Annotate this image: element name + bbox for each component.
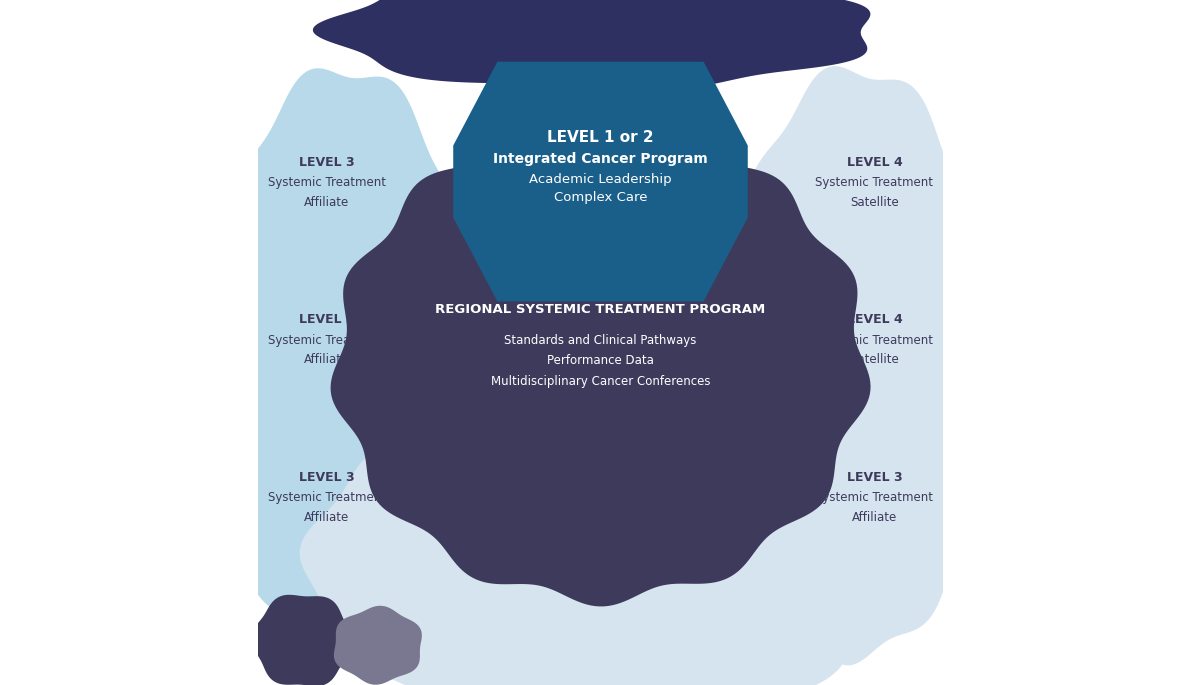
- Text: Multidisciplinary Cancer Conferences: Multidisciplinary Cancer Conferences: [491, 375, 710, 388]
- Polygon shape: [312, 0, 871, 91]
- Text: Satellite: Satellite: [850, 353, 898, 366]
- Text: REGIONAL SYSTEMIC TREATMENT PROGRAM: REGIONAL SYSTEMIC TREATMENT PROGRAM: [436, 303, 765, 316]
- Text: Academic Leadership: Academic Leadership: [530, 173, 671, 186]
- Text: Affiliate: Affiliate: [304, 511, 349, 523]
- Polygon shape: [330, 125, 871, 606]
- Text: Satellite: Satellite: [655, 569, 704, 582]
- Text: LEVEL 3: LEVEL 3: [299, 471, 354, 484]
- Text: LEVEL 3: LEVEL 3: [299, 156, 354, 169]
- Polygon shape: [723, 66, 988, 665]
- Text: Affiliate: Affiliate: [304, 196, 349, 208]
- Text: LEVEL 4: LEVEL 4: [494, 530, 550, 542]
- Text: LEVEL 3: LEVEL 3: [847, 471, 902, 484]
- Polygon shape: [210, 68, 476, 666]
- Polygon shape: [453, 62, 748, 301]
- Text: Systemic Treatment: Systemic Treatment: [268, 334, 386, 347]
- Text: Systemic Treatment: Systemic Treatment: [815, 334, 933, 347]
- Text: LEVEL 3: LEVEL 3: [299, 314, 354, 326]
- Text: Systemic Treatment: Systemic Treatment: [268, 492, 386, 504]
- Polygon shape: [299, 396, 901, 685]
- Text: Satellite: Satellite: [497, 569, 546, 582]
- Text: Affiliate: Affiliate: [304, 353, 349, 366]
- Text: Standards and Clinical Pathways: Standards and Clinical Pathways: [504, 334, 697, 347]
- Text: Integrated Cancer Program: Integrated Cancer Program: [494, 152, 707, 166]
- Polygon shape: [251, 595, 354, 685]
- Polygon shape: [334, 606, 422, 685]
- Text: Satellite: Satellite: [850, 196, 898, 208]
- Text: LEVEL 4: LEVEL 4: [651, 530, 707, 542]
- Text: Systemic Treatment: Systemic Treatment: [462, 550, 581, 562]
- Text: Systemic Treatment: Systemic Treatment: [815, 492, 933, 504]
- Text: Systemic Treatment: Systemic Treatment: [620, 550, 739, 562]
- Text: LEVEL 1 or 2: LEVEL 1 or 2: [548, 129, 653, 145]
- Text: Performance Data: Performance Data: [548, 355, 653, 367]
- Text: LEVEL 4: LEVEL 4: [847, 314, 902, 326]
- Text: Affiliate: Affiliate: [852, 511, 897, 523]
- Text: LEVEL 4: LEVEL 4: [847, 156, 902, 169]
- Text: Systemic Treatment: Systemic Treatment: [815, 177, 933, 189]
- Text: Complex Care: Complex Care: [554, 191, 647, 203]
- Text: Systemic Treatment: Systemic Treatment: [268, 177, 386, 189]
